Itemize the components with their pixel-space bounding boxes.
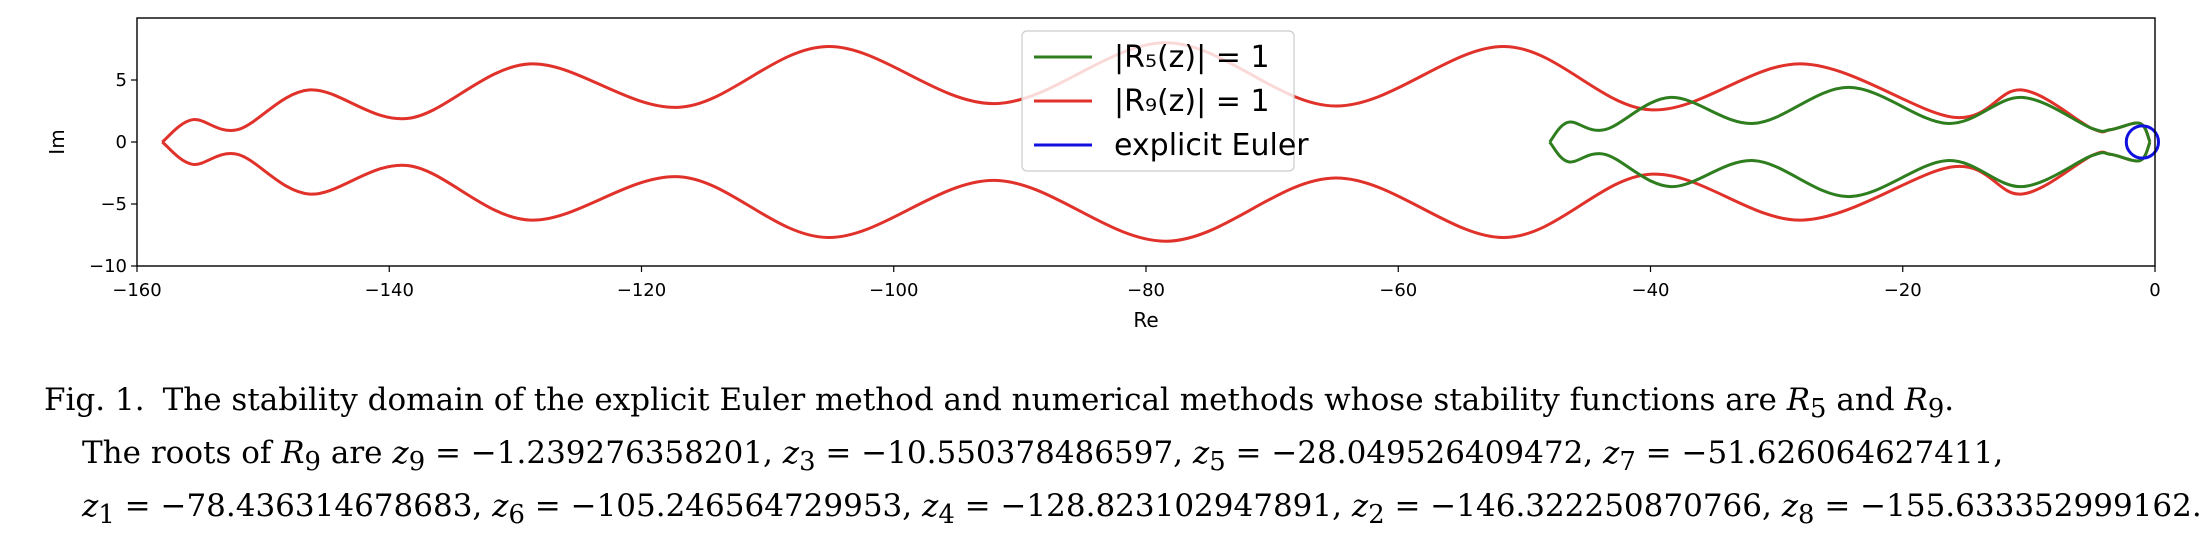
x-tick-label: −100 (869, 280, 918, 301)
y-tick-label: 0 (116, 132, 127, 153)
caption-period: . (1944, 382, 1955, 418)
x-axis: −160 −140 −120 −100 −80 −60 −40 −20 0 (112, 266, 2161, 301)
symbol-r9-sub: 9 (1927, 394, 1945, 425)
root-entry: z4 = −128.823102947891, (921, 488, 1352, 531)
x-tick-label: −140 (365, 280, 414, 301)
symbol-r9: R (1904, 382, 1928, 418)
x-tick-label: −160 (112, 280, 161, 301)
caption-and: and (1826, 382, 1905, 418)
caption-line-3: z1 = −78.436314678683, z6 = −105.2465647… (44, 484, 2202, 537)
root-entry: z1 = −78.436314678683, (82, 488, 493, 531)
roots-list-2: z1 = −78.436314678683, z6 = −105.2465647… (82, 488, 2202, 531)
roots-list-1: z9 = −1.239276358201, z3 = −10.550378486… (392, 435, 2004, 478)
x-tick-label: −80 (1127, 280, 1165, 301)
caption-line-1: Fig. 1. The stability domain of the expli… (44, 378, 2184, 431)
symbol-r9-roots-sub: 9 (304, 447, 321, 478)
legend-label-r9: |R₉(z)| = 1 (1114, 84, 1270, 119)
euler-circle (2124, 124, 2160, 160)
root-entry: z7 = −51.626064627411 (1603, 435, 1994, 478)
caption-line-2: The roots of R9 are z9 = −1.239276358201… (44, 431, 2184, 484)
root-entry: z9 = −1.239276358201, (392, 435, 783, 478)
x-axis-label: Re (1133, 308, 1158, 332)
y-axis: −10 −5 0 5 (89, 70, 137, 277)
root-entry: z5 = −28.049526409472, (1192, 435, 1603, 478)
symbol-r5: R (1786, 382, 1811, 418)
x-tick-label: −60 (1379, 280, 1417, 301)
y-tick-label: −10 (89, 256, 127, 277)
x-tick-label: −40 (1632, 280, 1670, 301)
legend-box (1021, 30, 1295, 172)
symbol-r9-roots: R (281, 435, 305, 472)
root-entry: z2 = −146.322250870766, (1351, 488, 1782, 531)
stability-chart: −160 −140 −120 −100 −80 −60 −40 −20 0 −10 −5 0 5 Re… (45, 17, 2161, 332)
x-tick-label: −120 (617, 280, 666, 301)
legend: |R₅(z)| = 1 |R₉(z)| = 1 explicit Euler (1021, 30, 1309, 172)
x-tick-label: −20 (1884, 280, 1922, 301)
legend-label-euler: explicit Euler (1114, 128, 1309, 163)
r9-curve-lower (161, 140, 2152, 243)
caption-roots-intro: The roots of (82, 435, 282, 472)
figure-caption: Fig. 1. The stability domain of the expli… (44, 378, 2202, 538)
caption-are: are (320, 435, 393, 472)
figure-label: Fig. 1. (44, 382, 145, 418)
caption-text: The stability domain of the explicit Eul… (162, 382, 1787, 418)
y-tick-label: −5 (100, 194, 127, 215)
legend-label-r5: |R₅(z)| = 1 (1114, 40, 1270, 75)
root-entry: z3 = −10.550378486597, (782, 435, 1193, 478)
symbol-r5-sub: 5 (1810, 394, 1827, 425)
root-entry: z8 = −155.633352999162 (1781, 488, 2192, 531)
y-tick-label: 5 (116, 70, 127, 91)
y-axis-label: Im (45, 129, 69, 154)
r5-curve-lower (1548, 140, 2152, 199)
root-entry: z6 = −105.246564729953, (492, 488, 922, 531)
x-tick-label: 0 (2149, 280, 2160, 301)
r5-curve-upper (1548, 85, 2152, 144)
